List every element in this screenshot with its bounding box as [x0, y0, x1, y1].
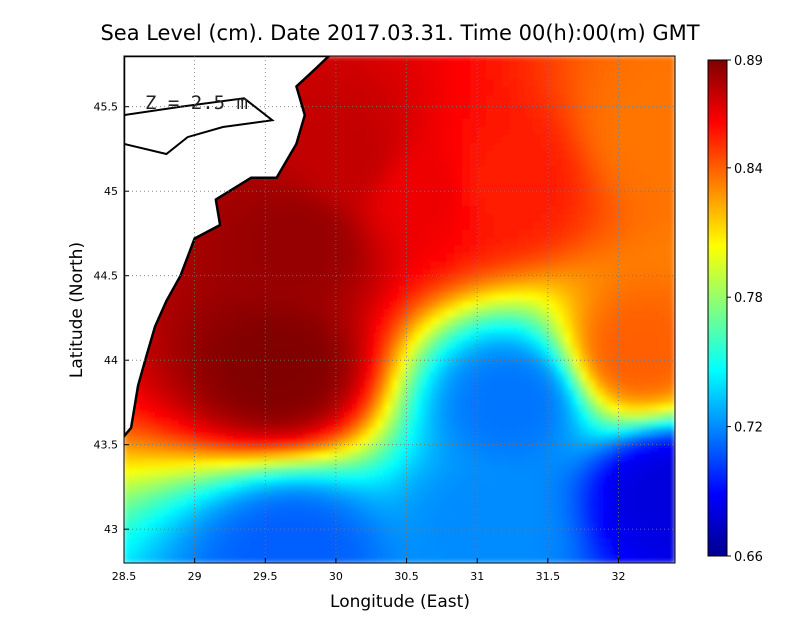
plot-frame: [123, 55, 676, 564]
x-axis-label: Longitude (East): [330, 592, 470, 612]
x-tick-label: 31.5: [536, 570, 561, 583]
x-tick-label: 30.5: [394, 570, 419, 583]
y-tick-label: 43.5: [94, 439, 119, 452]
colorbar-tick-label: 0.84: [734, 162, 763, 177]
x-tick-label: 29: [188, 570, 202, 583]
depth-annotation: Z = 2.5 m: [145, 92, 248, 114]
sea-level-field: [124, 56, 675, 563]
x-tick-label: 31: [470, 570, 484, 583]
grid-lines: [124, 56, 675, 563]
colorbar-ramp: [707, 59, 728, 557]
x-tick-label: 32: [611, 570, 625, 583]
colorbar-tick-label: 0.66: [734, 550, 763, 565]
chart-title: Sea Level (cm). Date 2017.03.31. Time 00…: [100, 21, 699, 45]
x-axis-ticks: 28.5 29 29.5 30 30.5 31 31.5 32: [112, 558, 625, 583]
colorbar: 0.89 0.84 0.78 0.72 0.66: [707, 54, 763, 565]
y-tick-label: 43: [104, 523, 118, 536]
y-axis-ticks: 43 43.5 44 44.5 45 45.5: [94, 101, 129, 536]
plot-area: [123, 55, 676, 564]
y-tick-label: 44: [104, 354, 118, 367]
colorbar-tick-label: 0.89: [734, 54, 763, 69]
x-tick-label: 30: [329, 570, 343, 583]
colorbar-tick-label: 0.78: [734, 291, 763, 306]
land-mask: [124, 56, 331, 438]
x-tick-label: 28.5: [112, 570, 137, 583]
y-tick-label: 45.5: [94, 101, 119, 114]
colorbar-tick-label: 0.72: [734, 421, 763, 436]
y-tick-label: 45: [104, 185, 118, 198]
x-tick-label: 29.5: [253, 570, 278, 583]
colorbar-ticks: 0.89 0.84 0.78 0.72 0.66: [727, 54, 763, 565]
y-axis-label: Latitude (North): [67, 242, 87, 378]
y-tick-label: 44.5: [94, 270, 119, 283]
